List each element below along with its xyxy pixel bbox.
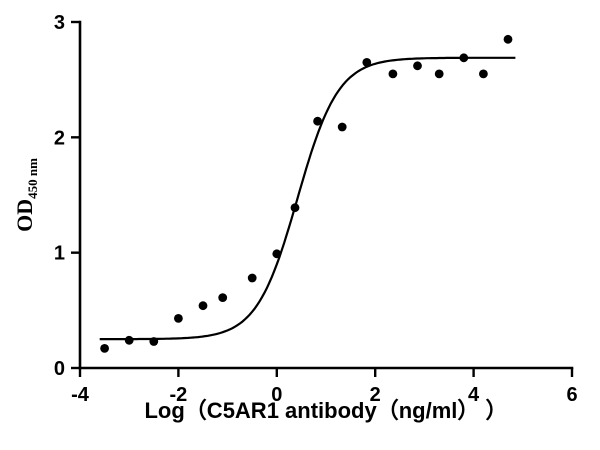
data-point — [218, 293, 228, 302]
data-point — [413, 61, 422, 71]
data-point — [337, 122, 347, 132]
data-point — [479, 69, 488, 79]
data-point — [503, 34, 513, 44]
y-tick-label: 1 — [54, 243, 65, 265]
data-point — [149, 337, 159, 346]
y-axis-label: OD450 nm — [12, 158, 40, 232]
y-axis-label-main: OD — [12, 199, 37, 232]
data-point — [313, 116, 322, 126]
x-tick-label: 6 — [566, 384, 577, 406]
y-tick-label: 0 — [54, 358, 65, 380]
data-point — [290, 203, 300, 213]
data-point — [388, 69, 398, 79]
x-tick-label: -4 — [71, 384, 90, 406]
data-point — [362, 58, 372, 67]
data-point — [124, 335, 134, 345]
x-axis-label: Log（C5AR1 antibody（ng/ml） ） — [144, 398, 507, 423]
y-axis-label-subscript: 450 nm — [25, 158, 40, 199]
data-point — [459, 53, 469, 63]
x-tick-label: 2 — [370, 384, 381, 406]
data-point — [247, 273, 257, 283]
data-point — [174, 314, 183, 323]
fit-curve — [99, 56, 516, 341]
x-tick-label: -2 — [170, 384, 188, 406]
y-tick-label: 2 — [54, 127, 65, 149]
data-point — [198, 301, 208, 311]
y-tick-label: 3 — [54, 12, 65, 34]
data-point — [100, 344, 109, 353]
data-point — [434, 69, 444, 79]
x-tick-label: 4 — [468, 384, 480, 406]
x-tick-label: 0 — [271, 384, 282, 406]
data-point — [272, 249, 282, 259]
